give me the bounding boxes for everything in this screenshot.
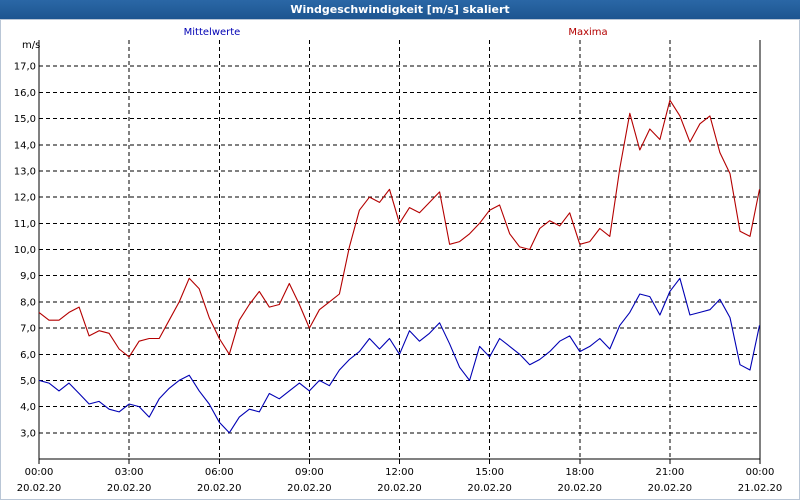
- wind-speed-chart: 3,0 4,0 5,0 6,0 7,0 8,0 9,0 10,0 11,0 12,0 13,0 14,…: [0, 19, 800, 498]
- x-tick-label-date: 20.02.20: [197, 483, 242, 494]
- y-tick-label: 4,0: [20, 402, 36, 413]
- x-tick-label-time: 06:00: [205, 467, 234, 478]
- legend-mittelwerte: Mittelwerte: [184, 27, 241, 38]
- x-tick-label-date: 20.02.20: [467, 483, 512, 494]
- y-tick-label: 10,0: [14, 245, 36, 256]
- series-line-maxima: [38, 99, 761, 358]
- y-tick-label: 3,0: [20, 428, 36, 439]
- y-tick-label: 8,0: [20, 297, 36, 308]
- x-tick-label-time: 12:00: [385, 467, 414, 478]
- x-tick-label-time: 21:00: [655, 467, 684, 478]
- chart-title-bar: [0, 0, 800, 19]
- grid-lines: [39, 40, 760, 459]
- y-tick-label: 12,0: [14, 193, 36, 204]
- axes: [38, 40, 761, 464]
- chart-title: Windgeschwindigkeit [m/s] skaliert: [290, 3, 510, 16]
- x-axis-tick-labels: 00:00 20.02.20 03:00 20.02.20 06:00 20.02.20 0…: [17, 467, 783, 494]
- x-tick-label-date: 20.02.20: [377, 483, 422, 494]
- y-axis-tick-labels: 3,0 4,0 5,0 6,0 7,0 8,0 9,0 10,0 11,0 12,0 13,0 14,…: [14, 62, 36, 440]
- x-tick-label-date: 20.02.20: [107, 483, 152, 494]
- x-tick-label-time: 03:00: [115, 467, 144, 478]
- y-tick-label: 15,0: [14, 114, 36, 125]
- y-tick-label: 11,0: [14, 219, 36, 230]
- x-tick-label-date: 20.02.20: [557, 483, 602, 494]
- y-tick-label: 6,0: [20, 350, 36, 361]
- y-tick-label: 13,0: [14, 166, 36, 177]
- y-tick-label: 9,0: [20, 271, 36, 282]
- x-tick-label-time: 15:00: [475, 467, 504, 478]
- x-tick-label-date: 20.02.20: [648, 483, 693, 494]
- y-tick-label: 5,0: [20, 376, 36, 387]
- y-tick-label: 7,0: [20, 324, 36, 335]
- y-tick-label: 16,0: [14, 88, 36, 99]
- x-tick-label-time: 00:00: [25, 467, 54, 478]
- x-tick-label-date: 20.02.20: [287, 483, 332, 494]
- x-tick-label-time: 18:00: [565, 467, 594, 478]
- series-line-mittelwerte: [38, 277, 761, 434]
- x-tick-label-date: 20.02.20: [17, 483, 62, 494]
- x-tick-label-date: 21.02.20: [738, 483, 783, 494]
- y-tick-label: 14,0: [14, 140, 36, 151]
- y-axis-unit: m/s: [22, 40, 40, 51]
- series-lines: [38, 99, 761, 434]
- y-tick-label: 17,0: [14, 62, 36, 73]
- x-tick-label-time: 00:00: [746, 467, 775, 478]
- legend-maxima: Maxima: [568, 27, 607, 38]
- x-tick-label-time: 09:00: [295, 467, 324, 478]
